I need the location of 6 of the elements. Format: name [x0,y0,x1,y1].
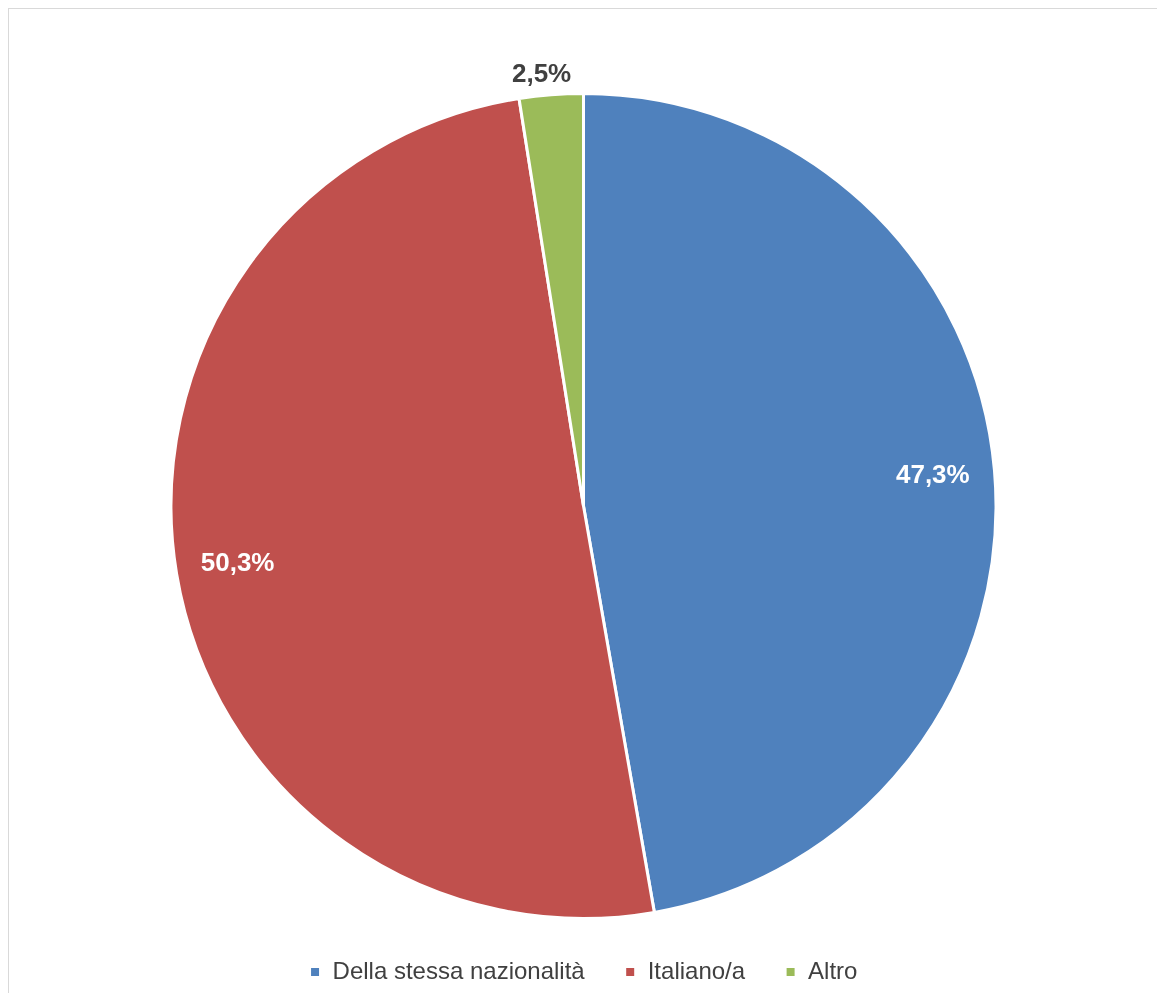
data-label: 2,5% [511,58,572,88]
data-label: 47,3% [895,458,970,489]
legend-label: Italiano/a [647,956,746,984]
legend-label: Altro [808,956,858,984]
data-label: 50,3% [200,546,275,577]
legend-label: Della stessa nazionalità [332,956,586,984]
